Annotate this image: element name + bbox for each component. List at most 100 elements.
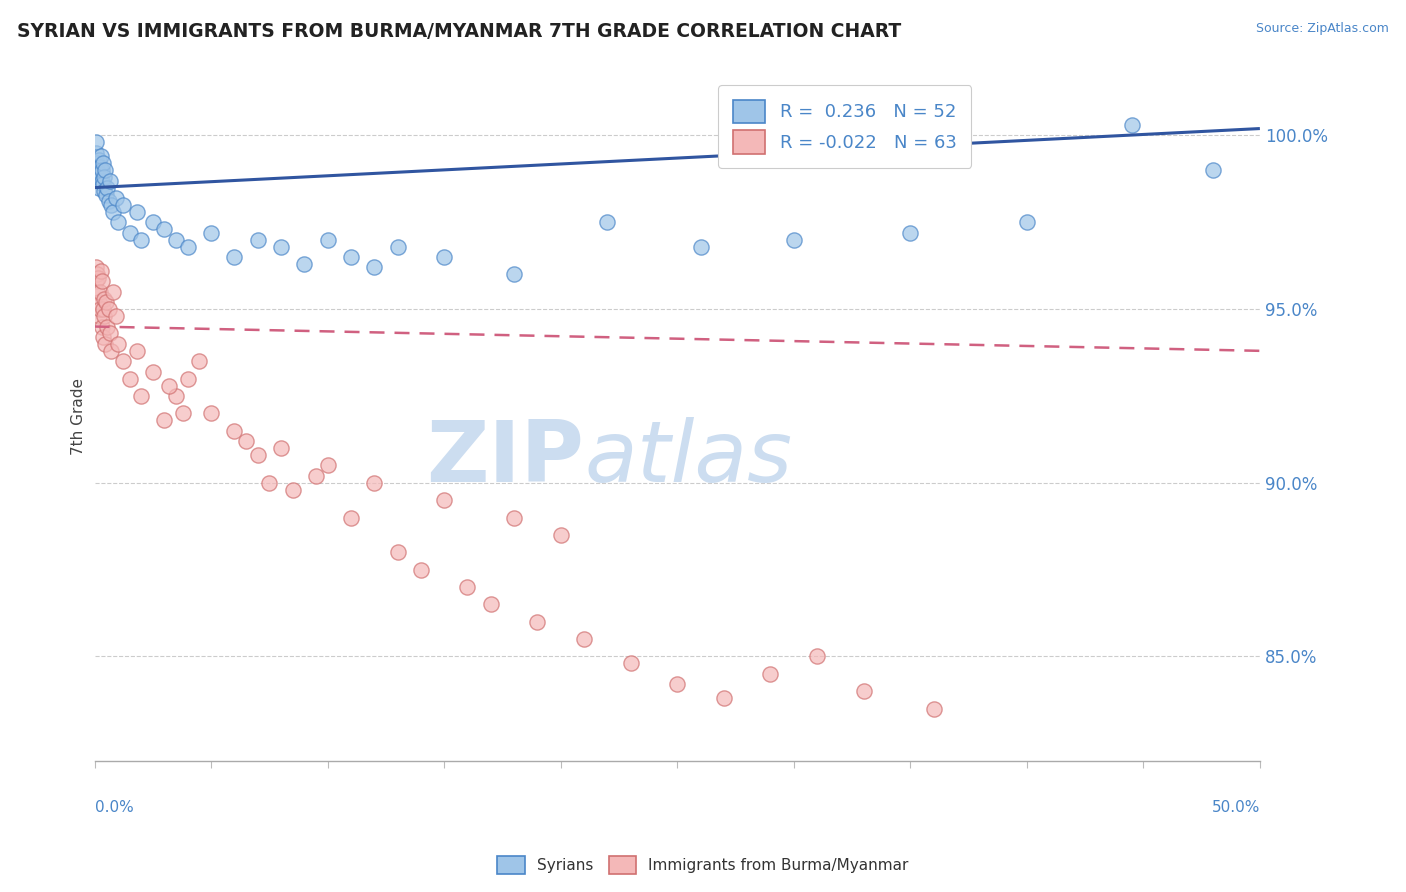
Point <box>86 285 108 299</box>
Point <box>87 271 110 285</box>
Point <box>86 156 108 170</box>
Point <box>86 163 108 178</box>
Point <box>103 285 125 299</box>
Point <box>235 434 257 449</box>
Point <box>86 274 108 288</box>
Point <box>503 510 526 524</box>
Point <box>87 295 110 310</box>
Point <box>387 545 409 559</box>
Point <box>550 528 572 542</box>
Point <box>98 326 121 341</box>
Point <box>89 180 111 194</box>
Point <box>409 563 432 577</box>
Point <box>153 413 176 427</box>
Point <box>93 292 115 306</box>
Point <box>1015 215 1038 229</box>
Point <box>129 389 152 403</box>
Point <box>96 187 118 202</box>
Point <box>153 222 176 236</box>
Point <box>689 240 711 254</box>
Point <box>1295 180 1317 194</box>
Point <box>90 149 112 163</box>
Point <box>111 198 134 212</box>
Point <box>89 160 111 174</box>
Point <box>165 233 187 247</box>
Point <box>572 632 595 646</box>
Point <box>783 233 806 247</box>
Point <box>922 701 945 715</box>
Point <box>898 226 921 240</box>
Point <box>93 302 115 317</box>
Point <box>125 205 148 219</box>
Point <box>89 285 111 299</box>
Point <box>596 215 619 229</box>
Legend: R =  0.236   N = 52, R = -0.022   N = 63: R = 0.236 N = 52, R = -0.022 N = 63 <box>718 86 972 168</box>
Point <box>759 666 782 681</box>
Point <box>177 371 200 385</box>
Point <box>363 260 385 275</box>
Text: atlas: atlas <box>583 417 792 500</box>
Point <box>91 274 114 288</box>
Point <box>305 468 328 483</box>
Point <box>340 510 363 524</box>
Point <box>100 343 122 358</box>
Point <box>526 615 548 629</box>
Point <box>503 268 526 282</box>
Point <box>125 343 148 358</box>
Point <box>387 240 409 254</box>
Point <box>666 677 689 691</box>
Point <box>259 475 281 490</box>
Point <box>1202 163 1225 178</box>
Point <box>84 145 107 160</box>
Point <box>433 250 456 264</box>
Point <box>91 330 114 344</box>
Point <box>142 365 165 379</box>
Point <box>107 215 129 229</box>
Text: Source: ZipAtlas.com: Source: ZipAtlas.com <box>1256 22 1389 36</box>
Point <box>118 371 141 385</box>
Point <box>100 198 122 212</box>
Point <box>96 295 118 310</box>
Point <box>90 319 112 334</box>
Text: ZIP: ZIP <box>426 417 583 500</box>
Point <box>111 354 134 368</box>
Point <box>246 448 269 462</box>
Point <box>177 240 200 254</box>
Point <box>316 458 339 473</box>
Point <box>479 598 502 612</box>
Point <box>89 302 111 317</box>
Point <box>86 136 108 150</box>
Point <box>90 264 112 278</box>
Point <box>91 177 114 191</box>
Point <box>142 215 165 229</box>
Point <box>270 441 292 455</box>
Point <box>97 302 120 317</box>
Text: SYRIAN VS IMMIGRANTS FROM BURMA/MYANMAR 7TH GRADE CORRELATION CHART: SYRIAN VS IMMIGRANTS FROM BURMA/MYANMAR … <box>17 22 901 41</box>
Point <box>188 354 211 368</box>
Point <box>340 250 363 264</box>
Point <box>94 163 117 178</box>
Point <box>363 475 385 490</box>
Point <box>806 649 828 664</box>
Point <box>107 337 129 351</box>
Point <box>93 170 115 185</box>
Point <box>456 580 478 594</box>
Point <box>224 250 246 264</box>
Point <box>84 260 107 275</box>
Point <box>270 240 292 254</box>
Point <box>91 163 114 178</box>
Point <box>620 657 643 671</box>
Point <box>433 493 456 508</box>
Point <box>104 191 127 205</box>
Point <box>281 483 304 497</box>
Point <box>93 184 115 198</box>
Point <box>94 337 117 351</box>
Legend: Syrians, Immigrants from Burma/Myanmar: Syrians, Immigrants from Burma/Myanmar <box>491 850 915 880</box>
Point <box>93 156 115 170</box>
Point <box>90 174 112 188</box>
Point <box>118 226 141 240</box>
Point <box>224 424 246 438</box>
Text: 50.0%: 50.0% <box>1212 799 1260 814</box>
Point <box>172 406 194 420</box>
Point <box>86 268 108 282</box>
